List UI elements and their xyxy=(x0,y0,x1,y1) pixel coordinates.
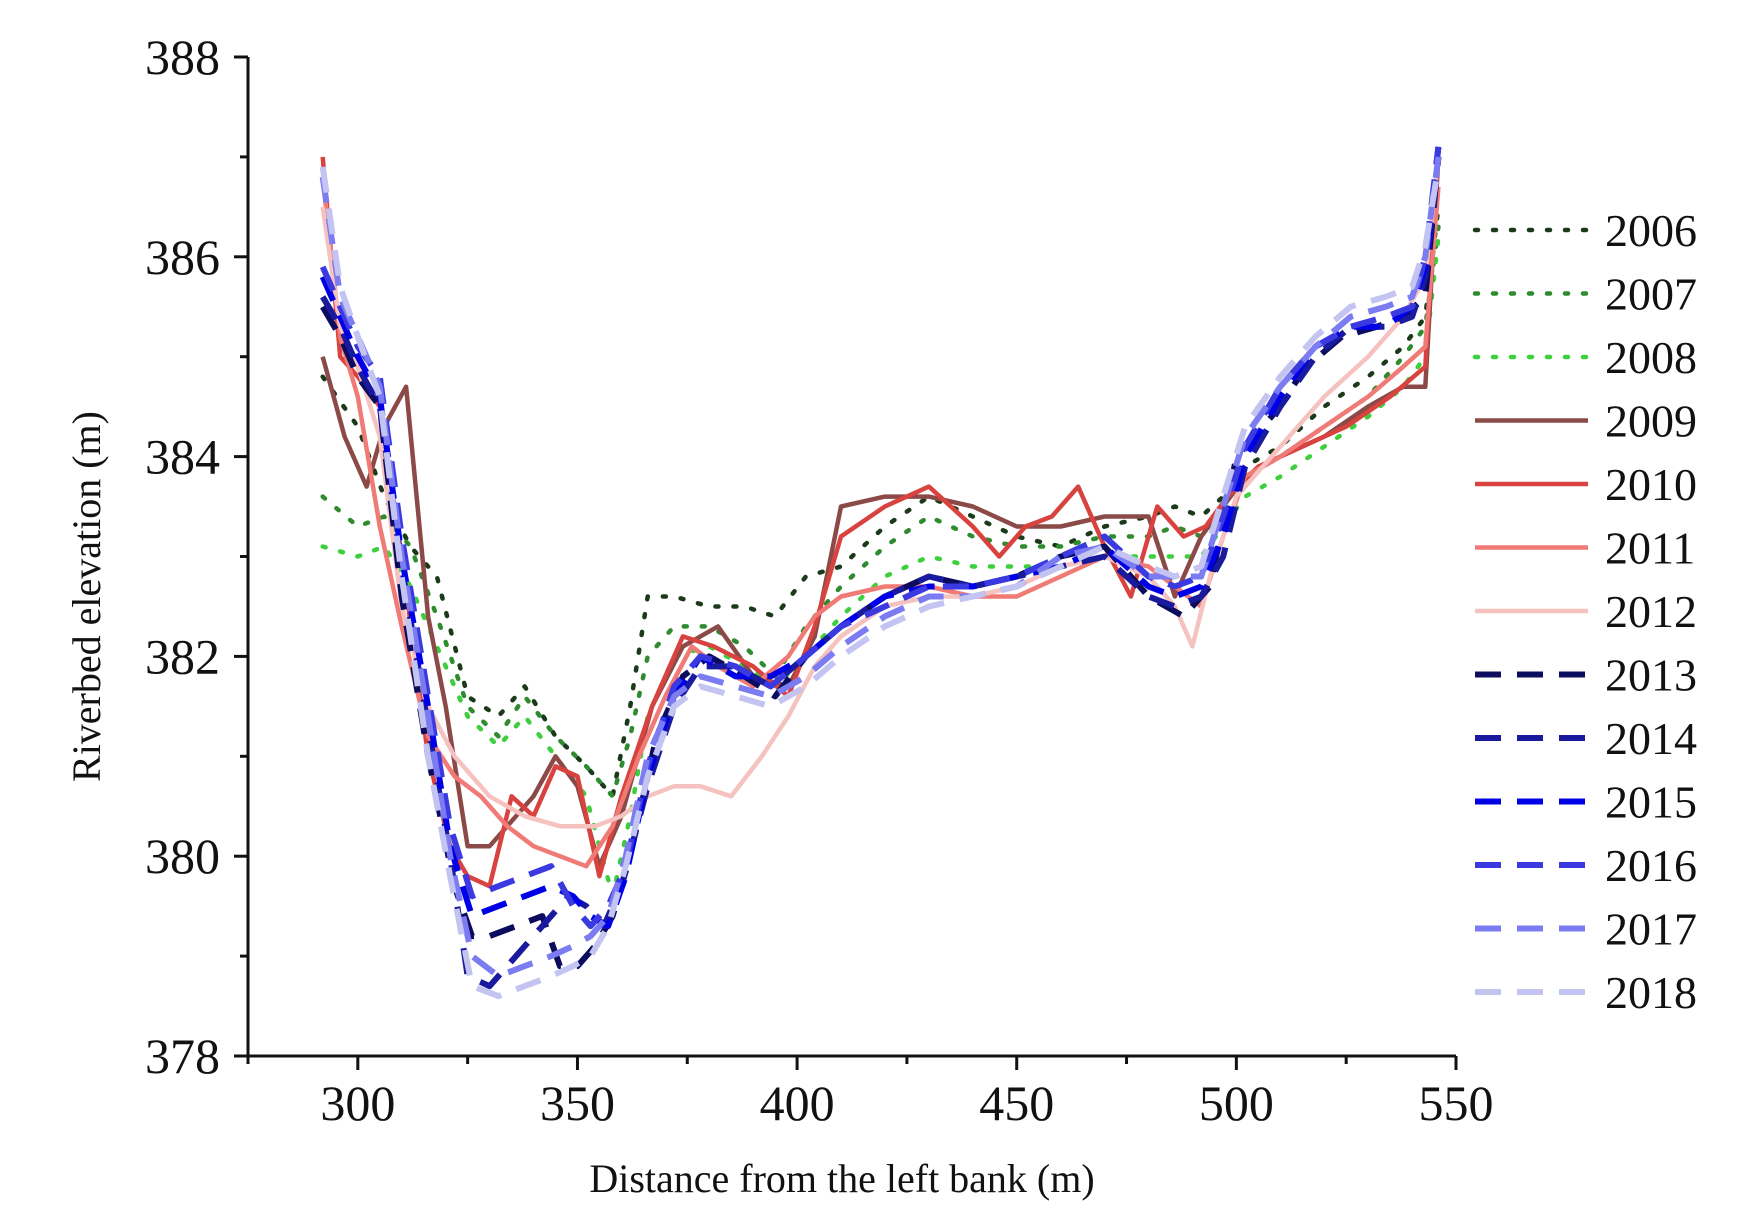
y-tick-label: 382 xyxy=(145,628,220,684)
legend-label-2015: 2015 xyxy=(1605,777,1697,828)
x-axis-title: Distance from the left bank (m) xyxy=(589,1156,1094,1201)
legend-label-2017: 2017 xyxy=(1605,904,1697,955)
legend-label-2008: 2008 xyxy=(1605,332,1697,383)
series-line-2018 xyxy=(319,166,1442,1000)
series-line-2010 xyxy=(320,146,1441,889)
series-line-2011 xyxy=(320,176,1441,869)
y-tick-label: 384 xyxy=(145,429,220,485)
y-tick-label: 388 xyxy=(145,29,220,85)
x-tick-label: 400 xyxy=(760,1075,835,1131)
x-tick-label: 500 xyxy=(1199,1075,1274,1131)
series-line-2008 xyxy=(320,234,1441,899)
series-line-2012 xyxy=(320,156,1441,829)
legend-label-2006: 2006 xyxy=(1605,205,1697,256)
series-layer xyxy=(319,146,1442,1000)
y-tick-label: 380 xyxy=(145,828,220,884)
y-tick-label: 386 xyxy=(145,229,220,285)
x-tick-label: 550 xyxy=(1419,1075,1494,1131)
series-line-2006 xyxy=(320,204,1441,799)
legend-label-2012: 2012 xyxy=(1605,586,1697,637)
legend-label-2013: 2013 xyxy=(1605,650,1697,701)
legend-label-2009: 2009 xyxy=(1605,396,1697,447)
series-line-2015 xyxy=(319,146,1442,930)
legend-label-2018: 2018 xyxy=(1605,967,1697,1018)
legend-label-2010: 2010 xyxy=(1605,459,1697,510)
legend-label-2007: 2007 xyxy=(1605,269,1697,320)
ticks-layer: 378 380 382 384 386 388 300 350 400 450 500 550 xyxy=(145,29,1494,1131)
legend-label-2016: 2016 xyxy=(1605,840,1697,891)
series-line-2017 xyxy=(319,156,1442,980)
legend-label-2011: 2011 xyxy=(1605,523,1695,574)
series-line-2014 xyxy=(320,156,1442,990)
legend: 2006 2007 2008 2009 2010 2011 2012 2013 2014 2015… xyxy=(1472,205,1697,1018)
x-tick-label: 350 xyxy=(540,1075,615,1131)
y-axis-title: Riverbed elevation (m) xyxy=(64,411,109,782)
y-tick-label: 378 xyxy=(145,1028,220,1084)
x-tick-label: 450 xyxy=(979,1075,1054,1131)
legend-label-2014: 2014 xyxy=(1605,713,1697,764)
x-tick-label: 300 xyxy=(320,1075,395,1131)
